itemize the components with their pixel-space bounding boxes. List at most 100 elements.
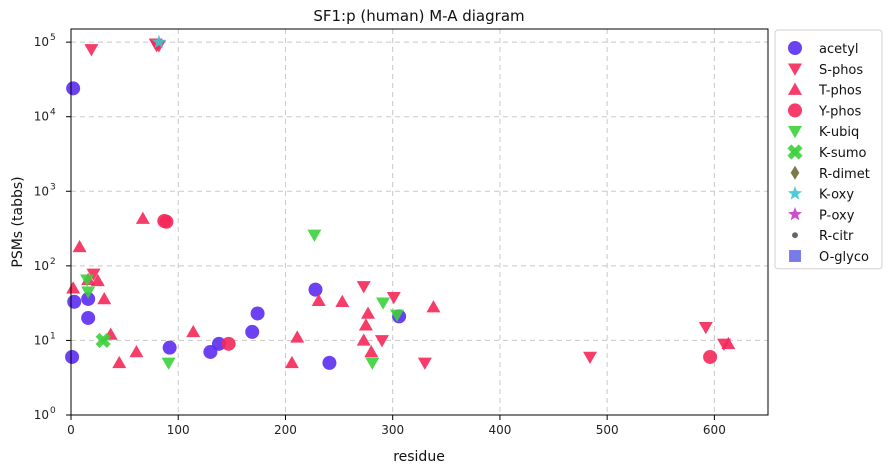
legend: acetyl S-phos T-phos Y-phos K-ubiq K-sumo R-di… bbox=[774, 29, 883, 270]
series-Y-phos bbox=[157, 213, 718, 364]
point-T-phos bbox=[361, 306, 376, 319]
legend-item: P-oxy bbox=[788, 207, 855, 223]
point-T-phos bbox=[135, 211, 150, 224]
point-Y-phos bbox=[221, 336, 236, 351]
point-acetyl bbox=[65, 349, 80, 364]
legend-label: P-oxy bbox=[819, 208, 855, 223]
point-T-phos bbox=[97, 291, 112, 305]
legend-item: R-citr bbox=[792, 229, 854, 244]
y-tick-label: 10 bbox=[34, 259, 49, 273]
chart-title: SF1:p (human) M-A diagram bbox=[313, 7, 524, 25]
y-tick-exponent: 5 bbox=[50, 33, 56, 43]
grid bbox=[71, 29, 768, 415]
y-tick-label: 10 bbox=[34, 110, 49, 124]
point-T-phos bbox=[290, 330, 305, 343]
y-tick-exponent: 1 bbox=[50, 331, 56, 341]
x-tick-label: 600 bbox=[703, 423, 726, 437]
legend-marker bbox=[788, 82, 802, 95]
legend-label: R-citr bbox=[819, 229, 854, 244]
legend-item: S-phos bbox=[788, 63, 863, 78]
legend-label: S-phos bbox=[819, 63, 863, 78]
point-T-phos bbox=[72, 239, 87, 253]
y-tick-label: 10 bbox=[34, 184, 49, 198]
series-K-ubiq bbox=[80, 229, 404, 370]
point-T-phos bbox=[129, 344, 144, 358]
legend-label: Y-phos bbox=[818, 104, 862, 119]
legend-label: K-sumo bbox=[819, 146, 867, 161]
point-Y-phos bbox=[703, 349, 718, 364]
point-K-ubiq bbox=[365, 357, 380, 370]
point-S-phos bbox=[698, 322, 713, 335]
point-K-ubiq bbox=[161, 357, 176, 370]
point-K-sumo-stroke bbox=[95, 332, 111, 349]
point-T-phos bbox=[721, 336, 736, 350]
legend-label: R-dimet bbox=[819, 167, 870, 182]
point-K-sumo bbox=[95, 332, 111, 349]
series-K-sumo bbox=[95, 332, 111, 349]
point-S-phos bbox=[356, 281, 371, 294]
point-acetyl bbox=[81, 291, 96, 306]
x-tick-label: 300 bbox=[381, 423, 404, 437]
point-S-phos bbox=[417, 357, 432, 370]
point-T-phos bbox=[66, 281, 81, 294]
series-T-phos bbox=[66, 211, 736, 369]
point-T-phos bbox=[358, 318, 373, 331]
y-tick-exponent: 0 bbox=[50, 406, 56, 416]
x-axis: 0 100 200 300 400 500 600 bbox=[67, 415, 726, 437]
point-K-ubiq bbox=[307, 229, 322, 242]
y-axis-label: PSMs (tabbs) bbox=[10, 176, 26, 267]
x-axis-label: residue bbox=[393, 449, 445, 465]
legend-label: T-phos bbox=[818, 84, 862, 99]
legend-marker bbox=[792, 232, 798, 239]
point-acetyl bbox=[322, 355, 337, 370]
point-K-oxy bbox=[151, 34, 166, 49]
point-T-phos bbox=[112, 355, 127, 369]
x-tick-label: 400 bbox=[488, 423, 511, 437]
point-acetyl bbox=[245, 324, 260, 339]
legend-item: K-ubiq bbox=[788, 125, 859, 140]
point-T-phos bbox=[364, 344, 379, 358]
legend-marker bbox=[788, 63, 802, 76]
legend-marker-stroke bbox=[787, 144, 803, 160]
point-T-phos bbox=[426, 300, 441, 313]
series-S-phos bbox=[84, 38, 732, 370]
y-tick-exponent: 2 bbox=[50, 257, 56, 267]
x-tick-label: 200 bbox=[274, 423, 297, 437]
point-K-ubiq bbox=[80, 274, 95, 287]
point-S-phos bbox=[374, 335, 389, 348]
legend-marker bbox=[790, 165, 800, 180]
point-acetyl bbox=[250, 306, 265, 321]
point-Y-phos bbox=[159, 214, 174, 229]
point-acetyl bbox=[162, 340, 177, 355]
x-tick-label: 0 bbox=[67, 423, 75, 437]
point-acetyl bbox=[66, 81, 81, 96]
point-T-phos bbox=[311, 293, 326, 307]
legend-marker bbox=[787, 144, 803, 160]
point-K-ubiq bbox=[389, 309, 404, 322]
point-K-ubiq bbox=[376, 297, 391, 310]
legend-marker bbox=[789, 250, 801, 262]
point-acetyl bbox=[67, 294, 82, 309]
y-tick-exponent: 4 bbox=[50, 108, 56, 118]
point-T-phos bbox=[356, 333, 371, 346]
legend-marker bbox=[788, 125, 802, 139]
point-T-phos bbox=[284, 355, 299, 369]
legend-item: acetyl bbox=[788, 41, 859, 57]
point-S-phos bbox=[151, 40, 166, 53]
legend-label: acetyl bbox=[819, 42, 859, 57]
x-tick-label: 100 bbox=[167, 423, 190, 437]
point-T-phos bbox=[335, 294, 350, 308]
y-tick-label: 10 bbox=[34, 35, 49, 49]
plot-frame bbox=[70, 28, 769, 416]
point-S-phos bbox=[84, 44, 99, 57]
legend-marker bbox=[788, 103, 802, 118]
legend-item: K-oxy bbox=[788, 186, 854, 203]
legend-item: K-sumo bbox=[787, 144, 867, 161]
data-points bbox=[65, 34, 736, 370]
y-tick-exponent: 3 bbox=[50, 182, 56, 192]
legend-box bbox=[774, 29, 883, 270]
legend-item: R-dimet bbox=[790, 165, 870, 182]
y-tick-label: 10 bbox=[34, 333, 49, 347]
